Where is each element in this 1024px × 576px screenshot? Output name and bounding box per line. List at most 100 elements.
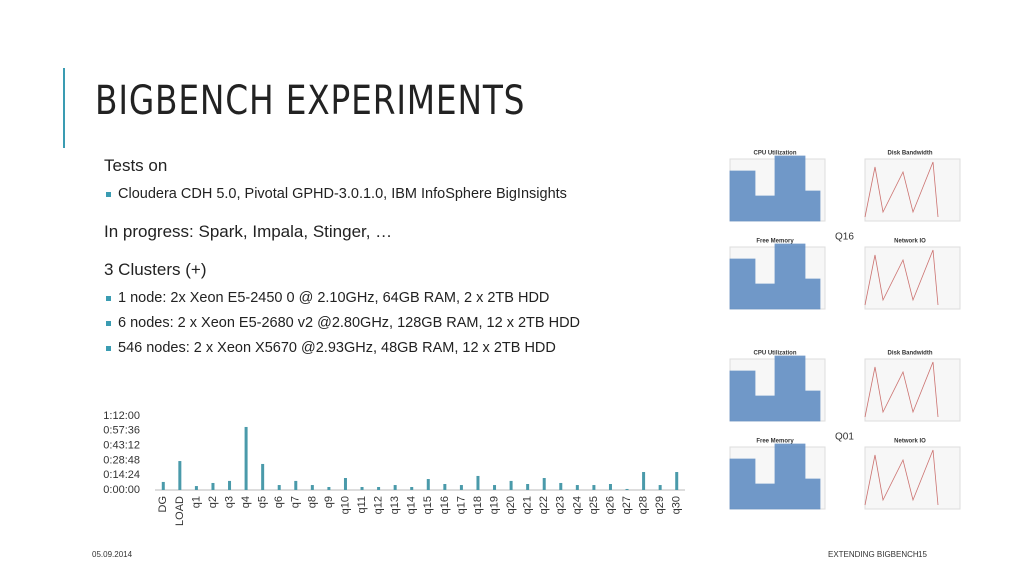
bar: [675, 472, 679, 490]
body-text: Tests on Cloudera CDH 5.0, Pivotal GPHD-3…: [104, 150, 704, 365]
x-tick-label: q18: [472, 496, 484, 514]
bar: [261, 463, 265, 490]
x-tick-label: q4: [240, 496, 252, 508]
x-tick-label: q22: [538, 496, 550, 514]
x-tick-label: q23: [555, 496, 567, 514]
chart: 0:00:00 0:14:24 0:28:48 0:43:12 0:57:36 1:12:…: [103, 410, 685, 526]
x-tick-label: q7: [290, 496, 302, 508]
x-tick-label: q26: [604, 496, 616, 514]
thumbnail-shape: [864, 161, 939, 218]
accent-line: [63, 68, 65, 148]
bullet: 546 nodes: 2 x Xeon X5670 @2.93GHz, 48GB…: [106, 340, 704, 356]
bar: [343, 478, 347, 490]
bar: [277, 485, 281, 490]
group-label: Q16: [835, 232, 854, 243]
bar: [625, 488, 629, 490]
thumbnail-title: Disk Bandwidth: [887, 151, 932, 157]
x-tick-label: q12: [373, 496, 385, 514]
thumbnail-title: Free Memory: [756, 239, 794, 245]
thumbnail-title: Network IO: [894, 439, 926, 445]
y-tick-label: 0:43:12: [103, 440, 140, 452]
bar: [178, 461, 182, 490]
group-label: Q01: [835, 432, 854, 443]
x-tick-label: q30: [671, 496, 683, 514]
x-tick-label: LOAD: [174, 496, 186, 526]
x-tick-label: q19: [488, 496, 500, 514]
thumbnail-title: CPU Utilization: [754, 151, 797, 157]
page-number: 15: [918, 550, 927, 559]
thumbnails: CPU Utilization Disk Bandwidth Free Memory…: [729, 151, 961, 510]
bullet: 1 node: 2x Xeon E5-2450 0 @ 2.10GHz, 64G…: [106, 290, 704, 306]
x-tick-label: q2: [207, 496, 219, 508]
footer-title: EXTENDING BIGBENCH: [828, 550, 919, 559]
x-tick-label: q3: [223, 496, 235, 508]
bar: [493, 485, 497, 490]
bar: [658, 485, 662, 490]
x-tick-label: q13: [389, 496, 401, 514]
x-tick-label: q14: [406, 496, 418, 514]
x-tick-label: q11: [356, 496, 368, 514]
x-tick-label: q28: [638, 496, 650, 514]
bar: [476, 475, 480, 490]
bar: [161, 481, 165, 490]
bar: [410, 487, 414, 490]
bar: [608, 484, 612, 490]
y-tick-label: 0:57:36: [103, 425, 140, 437]
thumbnail-title: Free Memory: [756, 439, 794, 445]
bullet: 6 nodes: 2 x Xeon E5-2680 v2 @2.80GHz, 1…: [106, 315, 704, 331]
bar: [211, 482, 215, 490]
x-tick-label: q8: [306, 496, 318, 508]
x-tick-label: q20: [505, 496, 517, 514]
bar: [244, 426, 248, 490]
thumbnail-shape: [729, 355, 821, 422]
bar: [360, 487, 364, 490]
x-tick-label: q25: [588, 496, 600, 514]
bar: [393, 485, 397, 490]
bar: [377, 487, 381, 490]
bullet: In progress: Spark, Impala, Stinger, …: [104, 222, 393, 241]
x-tick-label: q27: [621, 496, 633, 514]
bar: [592, 485, 596, 490]
bullet: 3 Clusters (+): [104, 260, 207, 279]
bar: [526, 484, 530, 490]
bar: [194, 486, 198, 490]
thumbnail-shape: [729, 443, 821, 510]
bar: [542, 478, 546, 490]
bar: [294, 480, 298, 490]
bar: [426, 479, 430, 490]
thumbnail-plot: [864, 158, 961, 222]
bar: [509, 480, 513, 490]
bullet: Cloudera CDH 5.0, Pivotal GPHD-3.0.1.0, …: [106, 186, 704, 202]
x-tick-label: q16: [439, 496, 451, 514]
bar: [559, 482, 563, 490]
y-tick-label: 0:00:00: [103, 484, 140, 496]
x-tick-label: q9: [323, 496, 335, 508]
x-tick-label: q21: [522, 496, 534, 514]
y-tick-label: 1:12:00: [103, 410, 140, 422]
y-tick-label: 0:28:48: [103, 454, 140, 466]
bar: [327, 487, 331, 490]
bar: [459, 485, 463, 490]
thumbnail-shape: [729, 155, 821, 222]
thumbnail-title: CPU Utilization: [754, 351, 797, 357]
bar: [443, 484, 447, 490]
thumbnail-shape: [864, 249, 939, 306]
x-tick-label: q29: [654, 496, 666, 514]
x-tick-label: q5: [257, 496, 269, 508]
thumbnail-shape: [864, 449, 939, 506]
y-tick-label: 0:14:24: [103, 469, 140, 481]
x-tick-label: DG: [157, 496, 169, 513]
bar: [228, 480, 232, 490]
thumbnail-shape: [729, 243, 821, 310]
thumbnail-title: Network IO: [894, 239, 926, 245]
bar: [310, 485, 314, 490]
thumbnail-title: Disk Bandwidth: [887, 351, 932, 357]
x-tick-label: q17: [455, 496, 467, 514]
bar: [575, 485, 579, 490]
x-tick-label: q6: [273, 496, 285, 508]
x-tick-label: q10: [339, 496, 351, 514]
x-tick-label: q1: [190, 496, 202, 508]
bullet: Tests on: [104, 156, 168, 175]
thumbnail-shape: [864, 361, 939, 418]
